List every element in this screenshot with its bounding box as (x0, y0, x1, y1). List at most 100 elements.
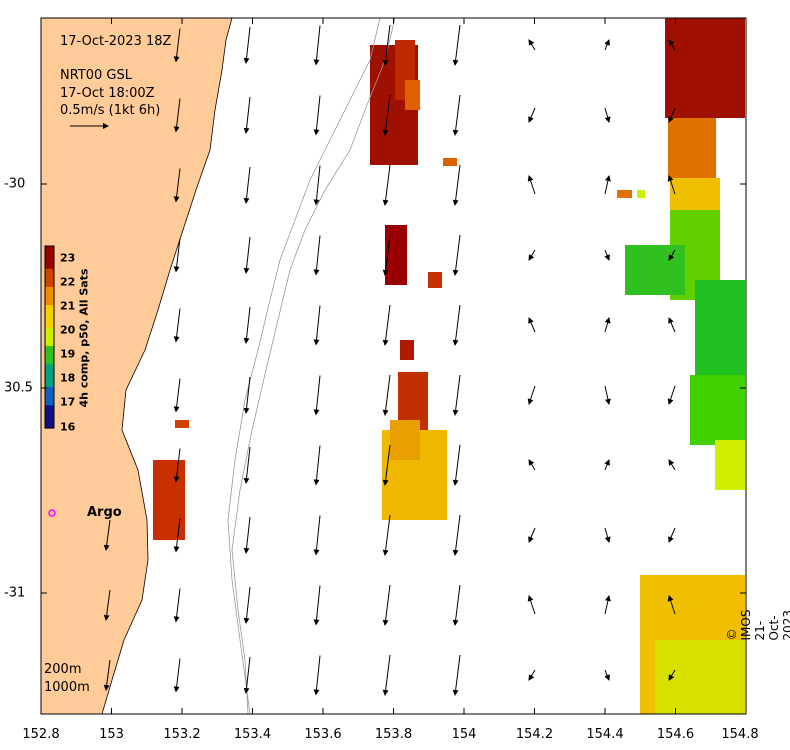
x-tick-label: 153.4 (233, 727, 272, 742)
colorbar-segment (45, 300, 54, 306)
colorbar-segment (45, 314, 54, 320)
sst-patches (153, 18, 745, 714)
current-vector (667, 595, 676, 615)
colorbar-segment (45, 350, 54, 356)
colorbar-frame (44, 245, 55, 429)
current-vector (604, 669, 610, 681)
sst-patch (665, 18, 745, 118)
current-vector (527, 385, 536, 405)
current-vector (668, 39, 676, 51)
current-vector (528, 527, 536, 543)
x-tick-label: 152.8 (22, 727, 60, 742)
sst-patch (690, 375, 745, 445)
colorbar-segment (45, 323, 54, 329)
colorbar-segment (45, 346, 54, 352)
current-vector (668, 459, 676, 471)
colorbar-segment (45, 400, 54, 406)
sst-patch (405, 80, 420, 110)
current-vector (243, 236, 251, 274)
current-vector (452, 514, 461, 556)
current-vector (604, 527, 611, 543)
colorbar-tick: 22 (60, 275, 76, 289)
current-vector (173, 448, 181, 483)
colorbar-segment (45, 359, 54, 365)
current-vector (103, 659, 111, 691)
colorbar-segment (45, 337, 54, 343)
colorbar-segment (45, 355, 54, 361)
sst-patch (390, 420, 420, 460)
current-vector (313, 585, 321, 626)
colorbar-segment (45, 309, 54, 315)
current-vector (243, 166, 251, 204)
sst-patch (637, 190, 645, 198)
current-vector (527, 595, 536, 615)
sst-patch (655, 640, 745, 714)
depth-contour-1000m (231, 17, 396, 715)
current-vector (243, 376, 251, 414)
current-vector (382, 584, 391, 626)
current-vector (313, 305, 321, 346)
current-vector (382, 374, 391, 416)
current-vector (528, 459, 536, 471)
current-vector (103, 519, 111, 551)
x-tick-label: 154.8 (721, 727, 759, 742)
colorbar-tick: 18 (60, 371, 76, 385)
current-vector (528, 39, 536, 51)
current-vector (313, 655, 321, 696)
current-vector (173, 98, 181, 133)
colorbar-segment (45, 286, 54, 293)
current-vector (452, 444, 461, 486)
colorbar-segment (45, 291, 54, 297)
colorbar-segment (45, 396, 54, 402)
sst-patch (443, 158, 457, 166)
x-tick-label: 153.8 (374, 727, 413, 742)
current-vector (243, 306, 251, 344)
colorbar-segment (45, 268, 54, 274)
sst-patch (385, 225, 407, 285)
current-vector (243, 26, 251, 64)
colorbar-segment (45, 282, 54, 288)
current-vector (667, 385, 676, 405)
current-vector (452, 234, 461, 276)
current-vector (173, 28, 181, 63)
date-title: 17-Oct-2023 18Z (60, 34, 172, 49)
x-tick-label: 154.6 (656, 727, 695, 742)
current-vector (667, 175, 676, 195)
current-vector (313, 515, 321, 556)
x-tick-label: 153 (99, 727, 124, 742)
current-vector (173, 168, 181, 203)
current-vector (313, 25, 321, 66)
current-vector (668, 527, 676, 543)
current-vector (668, 249, 676, 261)
current-vector (243, 586, 251, 624)
colorbar-segment (45, 327, 54, 334)
current-vector (173, 588, 181, 623)
current-vector (452, 584, 461, 626)
x-tick-label: 154.4 (586, 727, 624, 742)
y-tick-label: -31 (4, 585, 26, 601)
current-vector (382, 234, 391, 276)
current-vector (604, 385, 611, 405)
colorbar (44, 245, 55, 429)
current-vector (243, 656, 251, 694)
colorbar-segment (45, 296, 54, 302)
argo-label: Argo (87, 505, 122, 520)
depth-label-1000m: 1000m (44, 680, 90, 695)
current-vector (173, 658, 181, 693)
sst-patch (668, 118, 716, 178)
colorbar-segment (45, 277, 54, 283)
depth-contour-200m (227, 17, 381, 715)
colorbar-segment (45, 318, 54, 324)
x-tick-label: 154.2 (515, 727, 554, 742)
colorbar-segment (45, 391, 54, 397)
colorbar-segment (45, 414, 54, 420)
current-vector (604, 249, 610, 261)
current-vector (452, 24, 461, 66)
colorbar-tick: 23 (60, 251, 76, 265)
current-vector (452, 94, 461, 136)
axis-ticks (40, 18, 747, 714)
current-vector (668, 669, 676, 681)
current-vector (452, 654, 461, 696)
current-vector (382, 24, 391, 66)
